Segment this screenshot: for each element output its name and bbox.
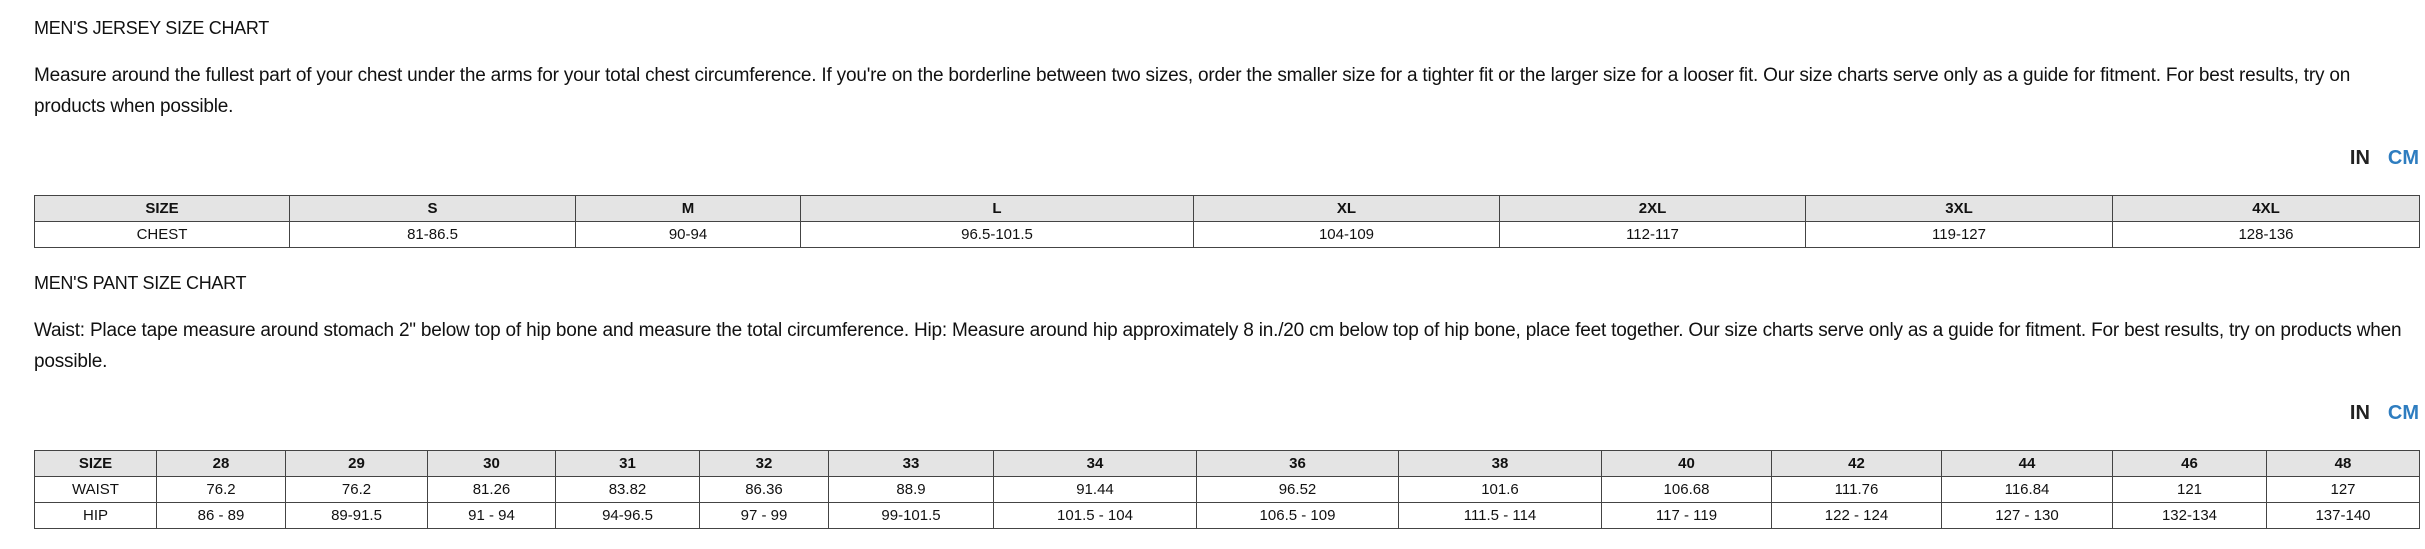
data-cell: 101.5 - 104 (993, 502, 1197, 529)
header-cell: SIZE (34, 195, 290, 222)
header-cell: 31 (555, 450, 700, 477)
header-cell: 2XL (1499, 195, 1806, 222)
data-cell: 137-140 (2266, 502, 2420, 529)
data-cell: 86 - 89 (156, 502, 286, 529)
data-row: HIP 86 - 89 89-91.5 91 - 94 94-96.5 97 - 99 99… (34, 502, 2420, 529)
header-cell: 4XL (2112, 195, 2420, 222)
description: Waist: Place tape measure around stomach… (34, 320, 2402, 372)
data-cell: 122 - 124 (1771, 502, 1942, 529)
data-cell: 94-96.5 (555, 502, 700, 529)
data-cell: 76.2 (156, 476, 286, 503)
data-cell: 90-94 (575, 221, 801, 248)
data-cell: 86.36 (699, 476, 829, 503)
data-cell: 96.52 (1196, 476, 1399, 503)
data-cell: 91 - 94 (427, 502, 556, 529)
header-cell: SIZE (34, 450, 157, 477)
data-cell: 111.76 (1771, 476, 1942, 503)
data-cell: 128-136 (2112, 221, 2420, 248)
size-table: SIZE S M L XL 2XL 3XL 4XL CHEST 81-86.5 90-94 96.5-… (34, 195, 2420, 248)
data-cell: 81.26 (427, 476, 556, 503)
header-cell: M (575, 195, 801, 222)
data-cell: 121 (2112, 476, 2267, 503)
data-cell: 76.2 (285, 476, 428, 503)
header-cell: 42 (1771, 450, 1942, 477)
header-cell: XL (1193, 195, 1500, 222)
size-table: SIZE 28 29 30 31 32 33 34 36 38 40 42 44 46 48 WAIST 76.… (34, 450, 2420, 529)
data-cell: 88.9 (828, 476, 994, 503)
unit-option: IN (2349, 147, 2370, 169)
header-cell: 29 (285, 450, 428, 477)
section-title: MEN'S PANT SIZE CHART (34, 273, 247, 293)
data-cell: 89-91.5 (285, 502, 428, 529)
data-cell: 119-127 (1805, 221, 2113, 248)
description: Measure around the fullest part of your … (34, 65, 2351, 117)
data-cell: CHEST (34, 221, 290, 248)
data-cell: 106.5 - 109 (1196, 502, 1399, 529)
header-cell: 46 (2112, 450, 2267, 477)
header-cell: 40 (1601, 450, 1772, 477)
data-row: CHEST 81-86.5 90-94 96.5-101.5 104-109 112-11… (34, 221, 2420, 248)
data-cell: 116.84 (1941, 476, 2113, 503)
data-cell: 112-117 (1499, 221, 1806, 248)
data-cell: 117 - 119 (1601, 502, 1772, 529)
header-cell: 36 (1196, 450, 1399, 477)
data-cell: 127 (2266, 476, 2420, 503)
header-cell: 28 (156, 450, 286, 477)
header-cell: S (289, 195, 576, 222)
data-cell: WAIST (34, 476, 157, 503)
unit-option[interactable]: CM (2387, 402, 2419, 424)
data-cell: 91.44 (993, 476, 1197, 503)
data-cell: 83.82 (555, 476, 700, 503)
data-cell: 106.68 (1601, 476, 1772, 503)
data-cell: 111.5 - 114 (1398, 502, 1602, 529)
header-cell: L (800, 195, 1194, 222)
data-cell: 127 - 130 (1941, 502, 2113, 529)
header-row: SIZE S M L XL 2XL 3XL 4XL (34, 195, 2420, 222)
data-cell: 132-134 (2112, 502, 2267, 529)
section-title: MEN'S JERSEY SIZE CHART (34, 18, 269, 38)
data-row: WAIST 76.2 76.2 81.26 83.82 86.36 88.9 91.44 96.… (34, 476, 2420, 503)
unit-option: IN (2349, 402, 2370, 424)
data-cell: 97 - 99 (699, 502, 829, 529)
data-cell: 81-86.5 (289, 221, 576, 248)
header-cell: 3XL (1805, 195, 2113, 222)
header-cell: 30 (427, 450, 556, 477)
data-cell: 96.5-101.5 (800, 221, 1194, 248)
header-cell: 38 (1398, 450, 1602, 477)
data-cell: 101.6 (1398, 476, 1602, 503)
header-cell: 48 (2266, 450, 2420, 477)
header-cell: 32 (699, 450, 829, 477)
unit-toggle: IN CM (2332, 402, 2419, 425)
unit-toggle: IN CM (2332, 147, 2419, 170)
header-cell: 44 (1941, 450, 2113, 477)
data-cell: 99-101.5 (828, 502, 994, 529)
data-cell: 104-109 (1193, 221, 1500, 248)
header-cell: 33 (828, 450, 994, 477)
data-cell: HIP (34, 502, 157, 529)
unit-option[interactable]: CM (2387, 147, 2419, 169)
header-cell: 34 (993, 450, 1197, 477)
header-row: SIZE 28 29 30 31 32 33 34 36 38 40 42 44 46 48 (34, 450, 2420, 477)
